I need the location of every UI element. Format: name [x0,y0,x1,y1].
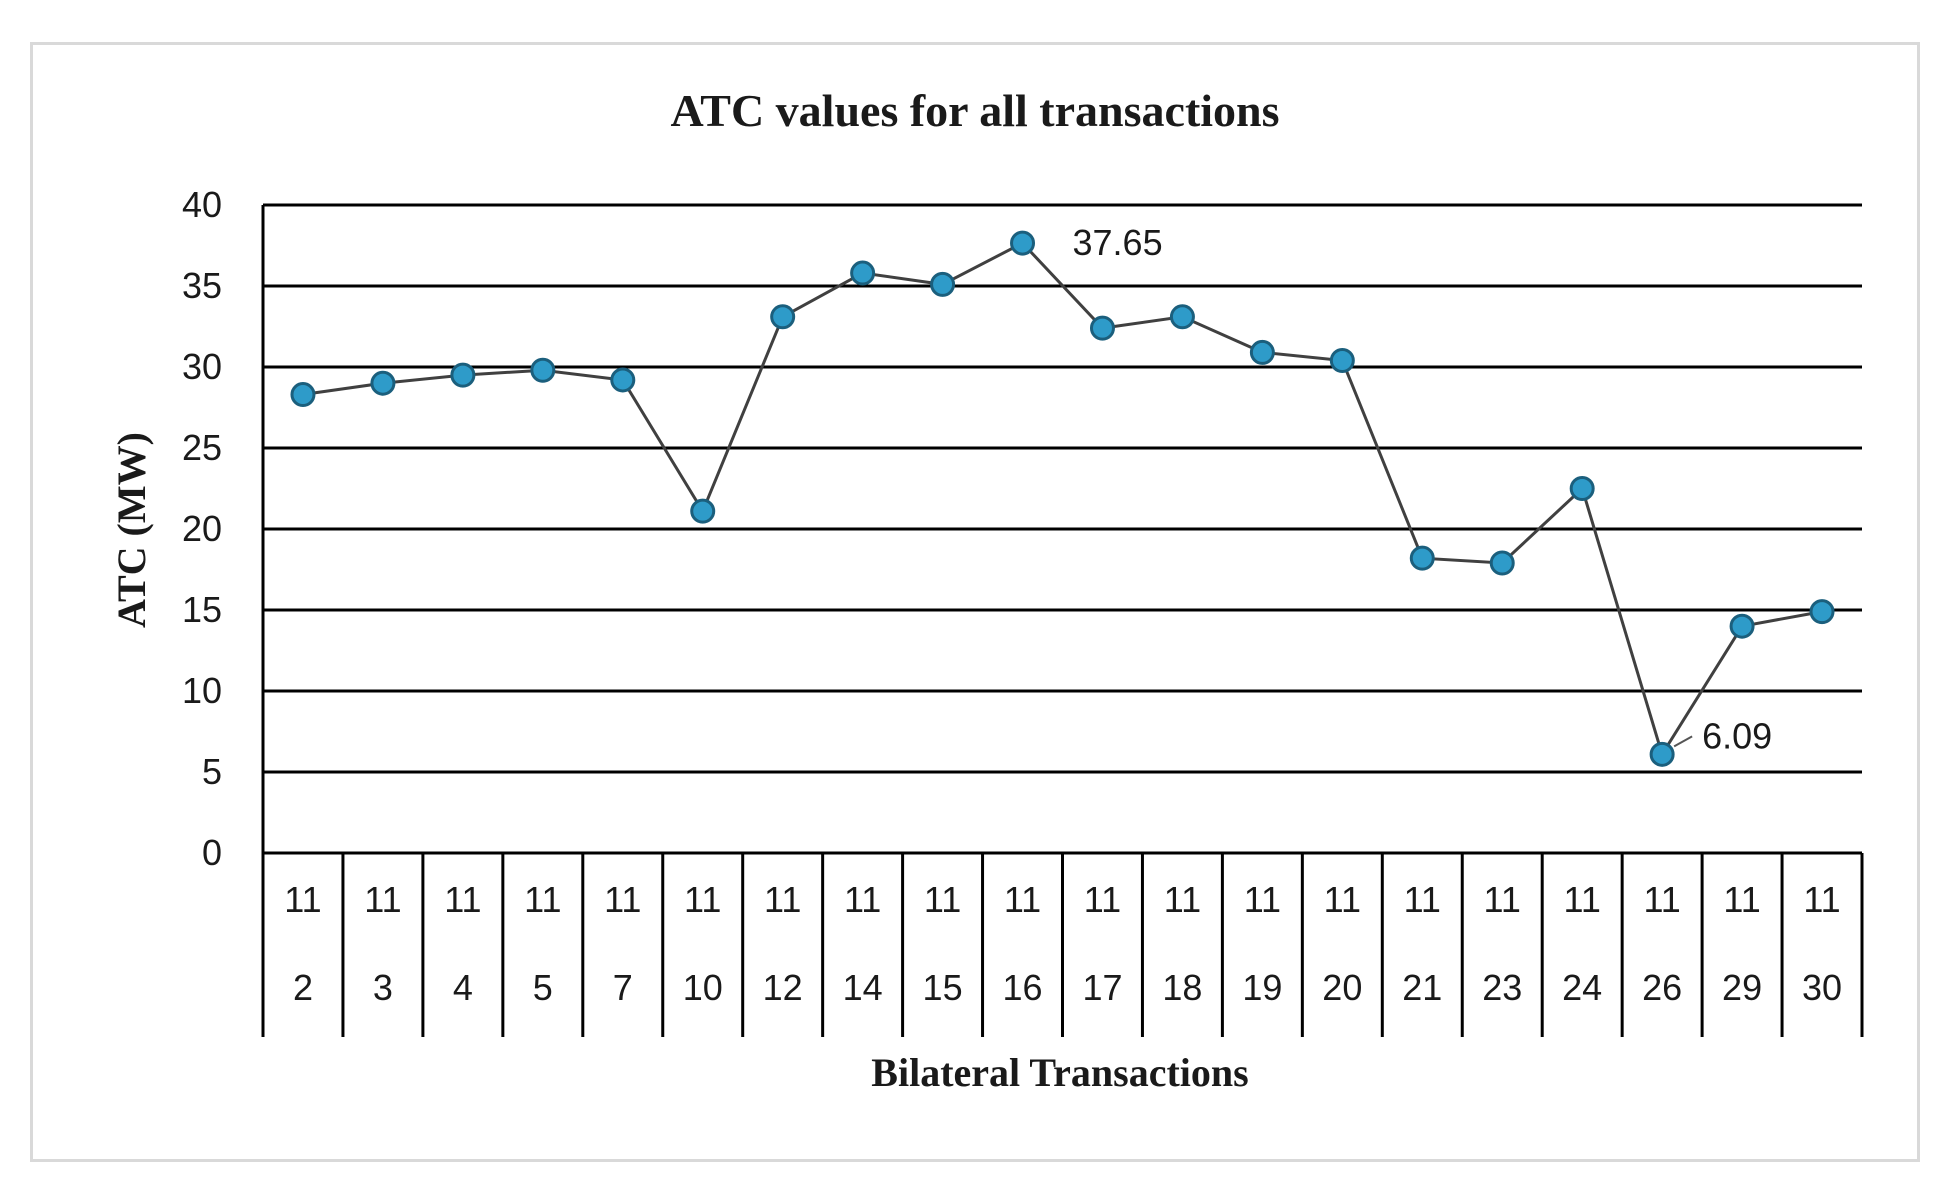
x-tick-label-to: 5 [533,967,553,1008]
y-tick-label: 30 [182,346,222,387]
data-point [290,382,316,408]
chart-frame [30,42,1920,1162]
y-axis-title: ATC (MW) [109,432,154,628]
x-tick-label-from: 11 [284,879,321,920]
x-tick-label-from: 11 [604,879,641,920]
x-tick-label-to: 2 [293,967,313,1008]
x-tick-label-to: 4 [453,967,473,1008]
x-tick-label-to: 23 [1482,967,1522,1008]
chart-title: ATC values for all transactions [670,85,1279,136]
series-line [302,241,1823,758]
x-tick-label-from: 11 [1803,879,1840,920]
y-tick-label: 25 [182,427,222,468]
series-line-path [302,241,1823,758]
x-tick-label-from: 11 [1563,879,1600,920]
x-tick-label-to: 18 [1162,967,1202,1008]
y-tick-label: 20 [182,508,222,549]
x-tick-label-from: 11 [1484,879,1521,920]
data-point [1409,545,1435,571]
x-tick-label-to: 10 [683,967,723,1008]
x-tick-label-to: 21 [1402,967,1442,1008]
data-point [1569,476,1595,501]
x-tick-label-to: 30 [1802,967,1842,1008]
x-tick-label-from: 11 [684,879,721,920]
x-tick-label-to: 20 [1322,967,1362,1008]
data-label: 6.09 [1702,715,1772,756]
data-point [1489,550,1515,576]
data-point [610,367,636,393]
x-tick-label-from: 11 [1084,879,1121,920]
data-point [1809,599,1835,625]
y-tick-label: 40 [182,184,222,225]
gridlines [261,203,1862,1037]
y-tick-label: 35 [182,265,222,306]
x-tick-label-from: 11 [1244,879,1281,920]
x-tick-label-to: 24 [1562,967,1602,1008]
x-tick-label-to: 7 [613,967,633,1008]
x-tick-label-from: 11 [1723,879,1760,920]
y-tick-label: 5 [202,751,222,792]
x-tick-label-from: 11 [444,879,481,920]
x-tick-label-to: 29 [1722,967,1762,1008]
y-tick-label: 15 [182,589,222,630]
x-tick-label-to: 17 [1082,967,1122,1008]
data-point [1169,304,1195,330]
data-point [690,498,716,524]
data-point [1010,230,1036,256]
y-axis-ticks: 0 5 10 15 20 25 30 35 40 [182,184,222,873]
x-tick-label-from: 11 [364,879,401,920]
x-tick-label-from: 11 [1324,879,1361,920]
x-tick-label-from: 11 [844,879,881,920]
data-point [770,304,796,330]
x-tick-label-to: 26 [1642,967,1682,1008]
x-tick-label-to: 14 [843,967,883,1008]
x-axis-title: Bilateral Transactions [871,1050,1248,1095]
x-tick-label-from: 11 [764,879,801,920]
data-point [1089,315,1115,341]
x-tick-label-from: 11 [1404,879,1441,920]
data-label-leader [1673,735,1693,748]
data-point [370,370,396,396]
x-tick-label-to: 3 [373,967,393,1008]
x-tick-label-from: 11 [924,879,961,920]
data-point [1649,741,1675,767]
x-tick-label-from: 11 [1164,879,1201,920]
x-tick-label-from: 11 [1643,879,1680,920]
data-point [1329,348,1355,374]
data-point [1729,613,1755,639]
data-point [1249,339,1275,365]
data-point [530,357,556,383]
data-points [290,230,1835,767]
data-point [930,271,956,297]
x-tick-label-to: 15 [923,967,963,1008]
x-axis-category-table: 11 2 11 3 11 4 11 5 11 7 11 10 11 12 11 14 11 15 11 16 11 17 1… [261,853,1864,1037]
y-tick-label: 10 [182,670,222,711]
x-tick-label-to: 19 [1242,967,1282,1008]
data-labels: 37.65 6.09 [1073,222,1773,756]
data-point [450,362,476,388]
data-label: 37.65 [1073,222,1163,263]
y-tick-label: 0 [202,832,222,873]
x-tick-label-to: 12 [763,967,803,1008]
x-tick-label-to: 16 [1003,967,1043,1008]
x-tick-label-from: 11 [524,879,561,920]
x-tick-label-from: 11 [1004,879,1041,920]
data-point [850,260,876,286]
